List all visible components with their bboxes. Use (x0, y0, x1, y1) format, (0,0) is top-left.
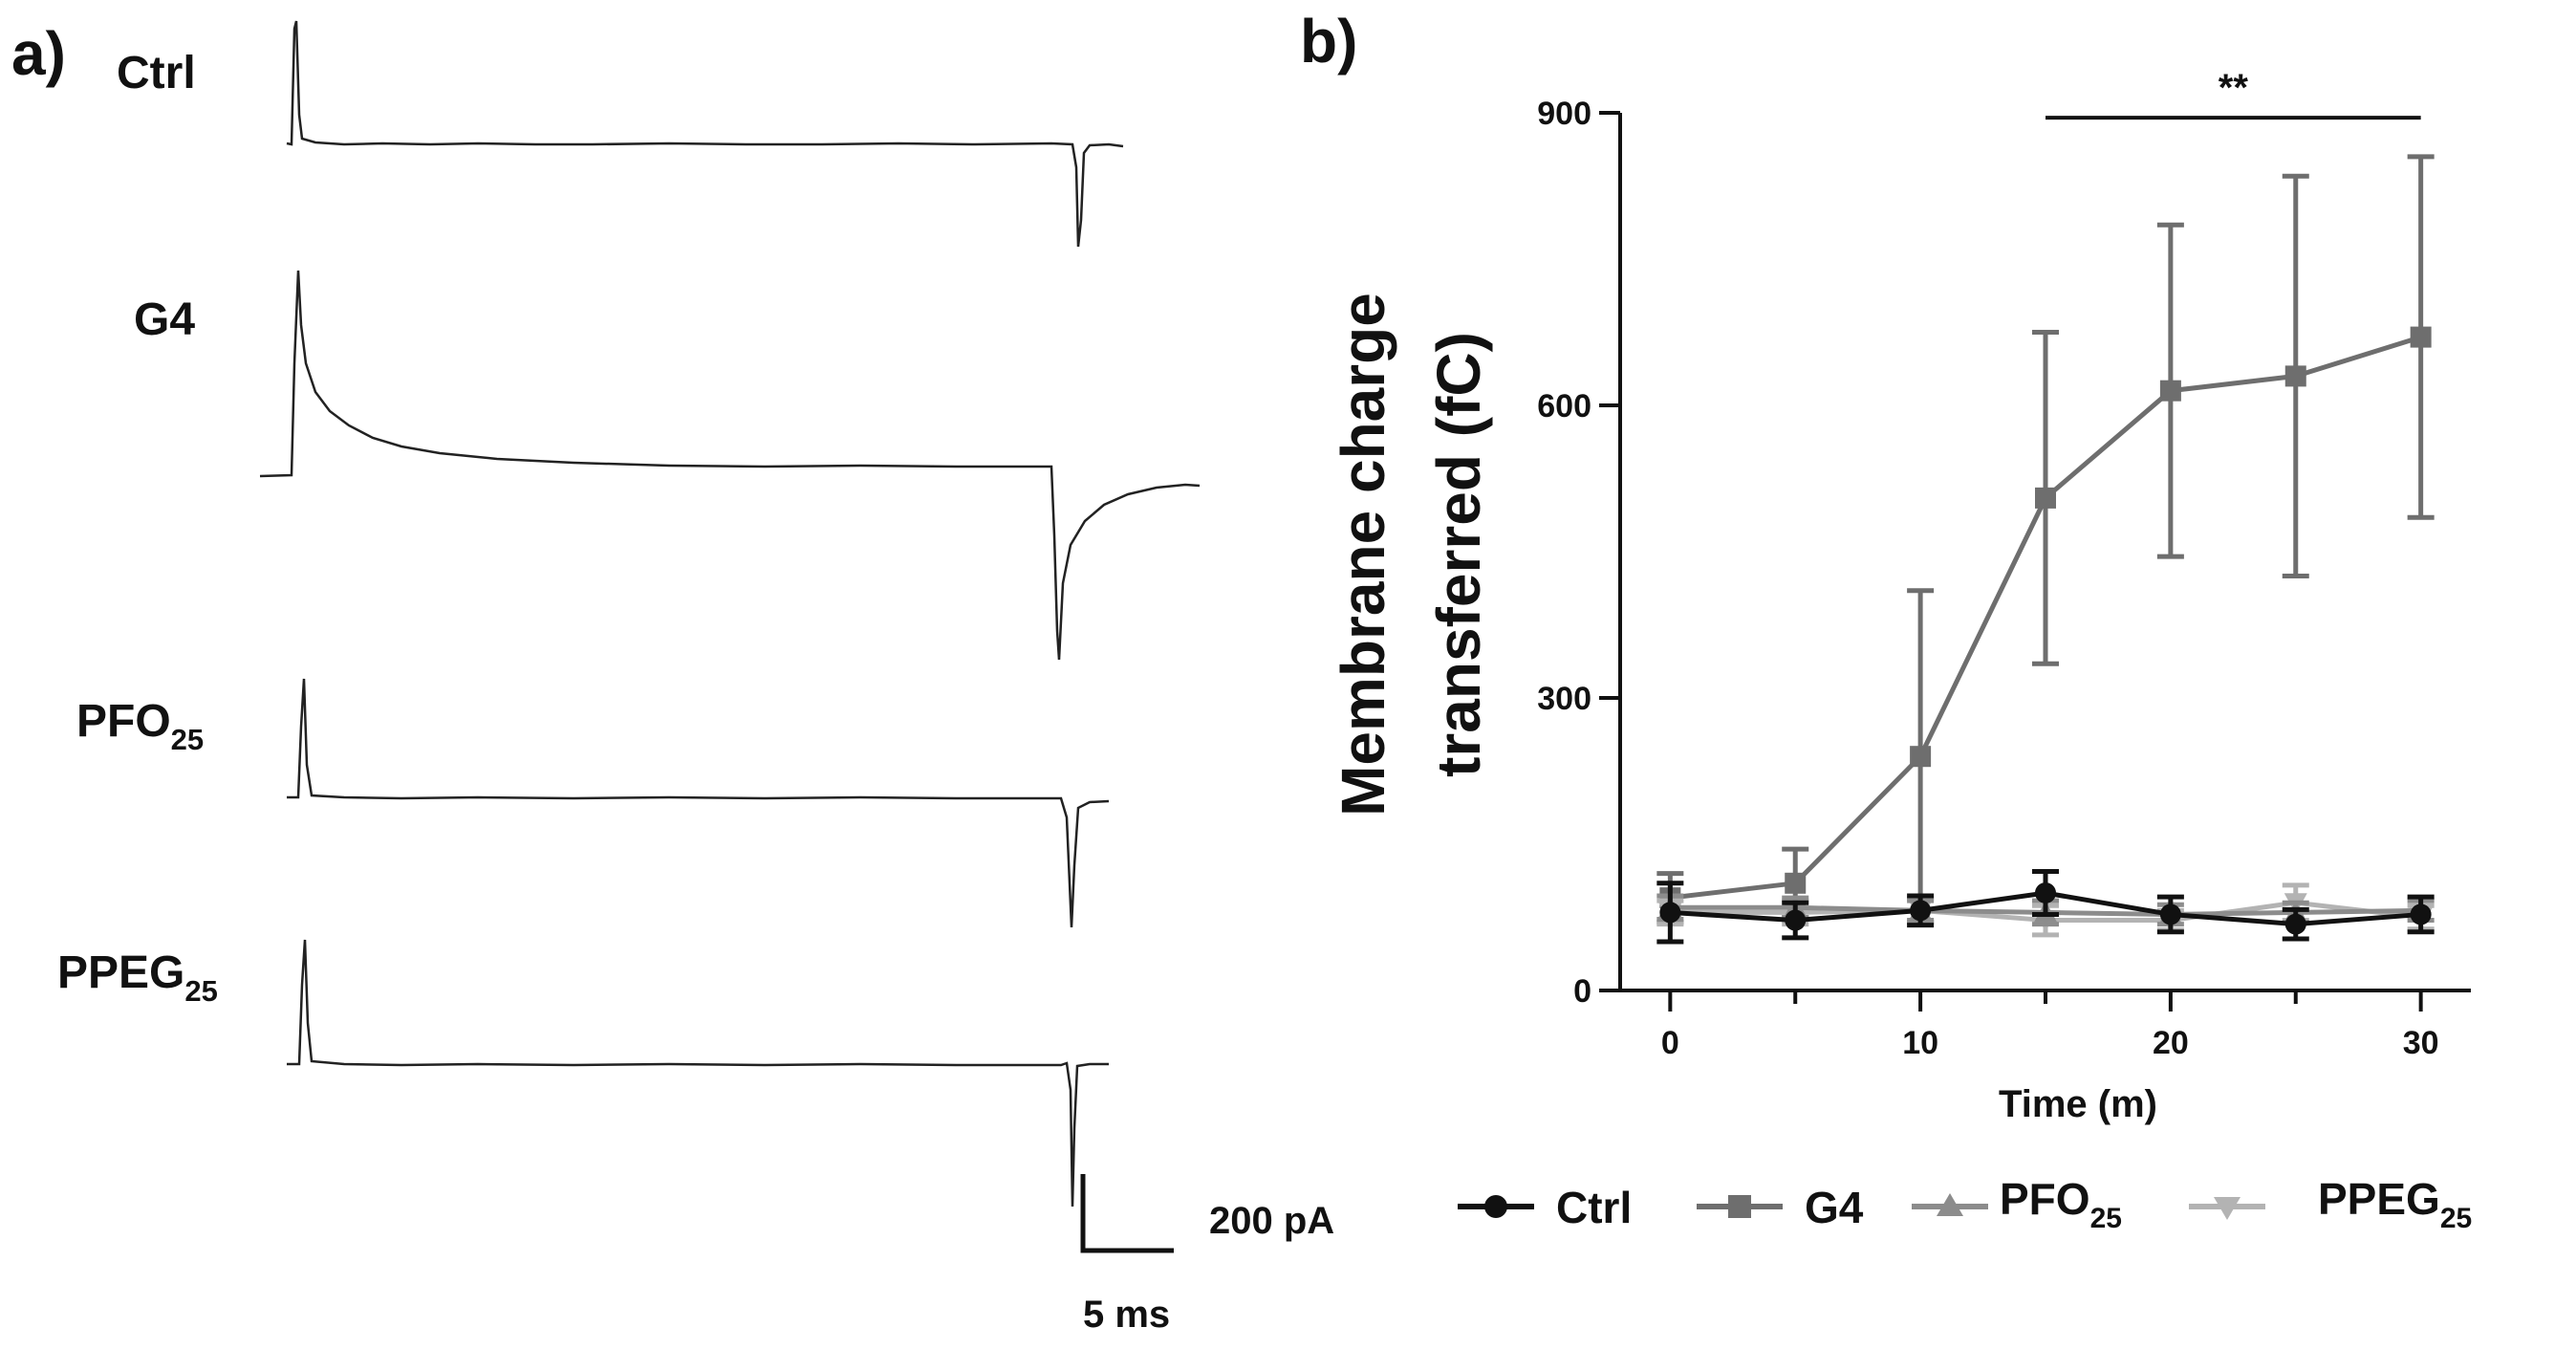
legend-label-g4: G4 (1805, 1183, 1864, 1232)
legend-item-ppeg25: PPEG25 (2189, 1174, 2472, 1234)
y-tick-label: 0 (1573, 973, 1591, 1010)
series-layer (1656, 154, 2435, 945)
data-point-g4 (2159, 380, 2181, 402)
data-point-ctrl (1659, 902, 1681, 924)
data-point-ctrl (2284, 913, 2306, 935)
trace-label-pfo25: PFO25 (76, 696, 204, 756)
legend-item-g4: G4 (1697, 1183, 1864, 1232)
data-point-g4 (1785, 872, 1807, 894)
y-axis-title-line1: Membrane charge (1329, 293, 1397, 816)
x-tick-label: 30 (2403, 1025, 2439, 1061)
y-axis-title-line2: transferred (fC) (1424, 332, 1493, 777)
trace-pfo25 (287, 678, 1110, 928)
panel-a-label: a) (11, 19, 66, 88)
x-tick-label: 0 (1661, 1025, 1679, 1061)
trace-ppeg25 (287, 939, 1109, 1208)
panel-b-label: b) (1300, 7, 1357, 76)
legend-item-ctrl: Ctrl (1458, 1183, 1632, 1232)
legend-marker-ppeg25 (2214, 1197, 2240, 1220)
data-point-g4 (2035, 487, 2056, 509)
data-point-ctrl (1910, 900, 1932, 922)
legend-label-ppeg25: PPEG25 (2318, 1174, 2472, 1234)
legend-label-pfo25: PFO25 (2000, 1174, 2122, 1234)
x-ticks: 0 10 20 30 (1661, 990, 2439, 1061)
scale-bar-time-label: 5 ms (1083, 1294, 1170, 1336)
trace-label-ppeg25: PPEG25 (57, 947, 218, 1008)
x-tick-label: 10 (1902, 1025, 1938, 1061)
legend-marker-ctrl (1484, 1195, 1507, 1218)
scale-bar-current-label: 200 pA (1209, 1200, 1334, 1242)
panel-b: b) Membrane charge transferred (fC) Time… (1300, 7, 2472, 1234)
legend-label-ctrl: Ctrl (1556, 1183, 1632, 1232)
x-tick-label: 20 (2153, 1025, 2189, 1061)
significance-label: ** (2219, 67, 2249, 109)
trace-label-g4: G4 (134, 294, 195, 345)
data-point-g4 (2284, 365, 2306, 387)
legend-item-pfo25: PFO25 (1912, 1174, 2122, 1234)
y-ticks: 0 300 600 900 (1537, 96, 1620, 1010)
series-g4 (1656, 154, 2435, 925)
y-tick-label: 600 (1537, 388, 1591, 424)
legend-marker-g4 (1728, 1195, 1751, 1218)
y-tick-label: 900 (1537, 96, 1591, 132)
data-point-ctrl (1785, 909, 1807, 931)
data-point-ctrl (2035, 882, 2056, 903)
data-point-ctrl (2410, 903, 2432, 925)
trace-g4 (259, 270, 1201, 661)
panel-a: a) Ctrl G4 PFO25 PPEG25 200 pA 5 ms (11, 19, 1334, 1336)
y-tick-label: 300 (1537, 681, 1591, 717)
data-point-ctrl (2159, 903, 2181, 925)
legend-marker-pfo25 (1937, 1193, 1963, 1216)
trace-label-ctrl: Ctrl (117, 48, 196, 98)
data-point-g4 (2410, 326, 2432, 348)
series-ctrl (1656, 869, 2435, 945)
legend: Ctrl G4 PFO25 PPEG25 (1458, 1174, 2472, 1234)
scale-bar: 200 pA 5 ms (1080, 1174, 1334, 1336)
x-axis-title: Time (m) (1999, 1083, 2157, 1125)
data-point-g4 (1910, 746, 1932, 768)
trace-ctrl (286, 20, 1124, 248)
